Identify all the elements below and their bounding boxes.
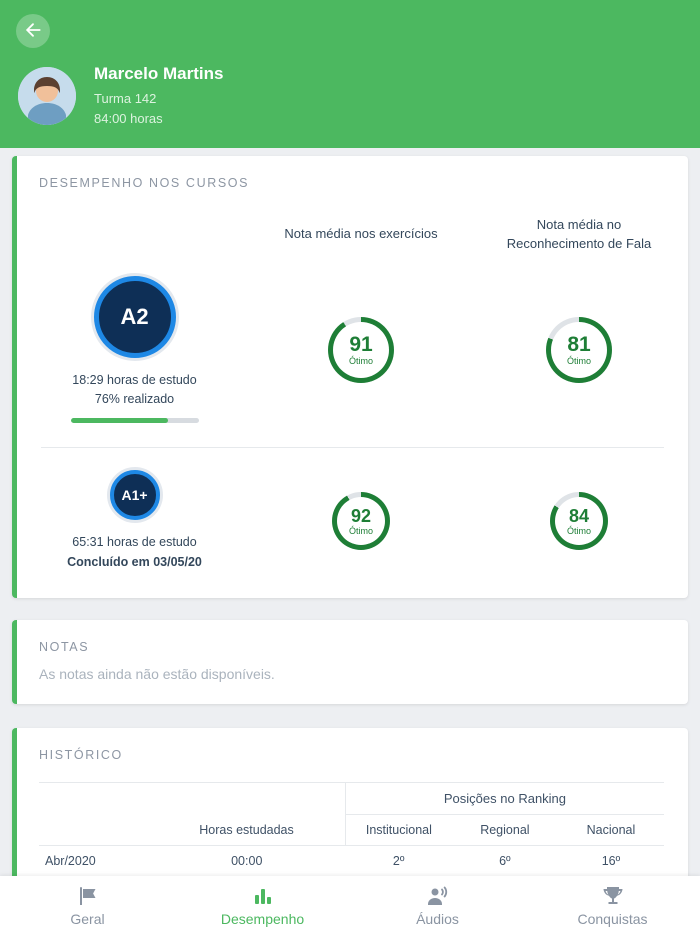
course-row-a2: A2 18:29 horas de estudo 76% realizado 9… bbox=[17, 275, 688, 424]
study-completed-text: Concluído em 03/05/20 bbox=[67, 554, 202, 569]
study-hours: 18:29 horas de estudo bbox=[72, 372, 197, 387]
history-card-title: HISTÓRICO bbox=[39, 748, 123, 763]
profile-text: Marcelo Martins Turma 142 84:00 horas bbox=[94, 64, 223, 128]
nav-item-audios[interactable]: Áudios bbox=[350, 876, 525, 934]
avatar bbox=[18, 67, 76, 125]
speaking-person-icon bbox=[425, 883, 451, 909]
col-header-regional: Regional bbox=[451, 814, 558, 847]
bar-chart-icon bbox=[250, 883, 276, 909]
cell-institutional: 2º bbox=[345, 845, 452, 878]
performance-column-headers: Nota média nos exercícios Nota média no … bbox=[17, 216, 688, 254]
cell-national: 16º bbox=[557, 845, 664, 878]
profile-hours: 84:00 horas bbox=[94, 110, 163, 126]
course-info-a2: A2 18:29 horas de estudo 76% realizado bbox=[17, 275, 252, 424]
table-row: Abr/2020 00:00 2º 6º 16º bbox=[39, 845, 664, 878]
study-info: 18:29 horas de estudo 76% realizado bbox=[72, 371, 196, 410]
cell-hours: 00:00 bbox=[148, 845, 346, 878]
course-level-badge: A1+ bbox=[109, 470, 160, 521]
nav-label: Geral bbox=[70, 911, 105, 927]
course-level-badge: A2 bbox=[93, 275, 176, 358]
nav-item-geral[interactable]: Geral bbox=[0, 876, 175, 934]
profile-class: Turma 142 bbox=[94, 91, 157, 106]
col-header-institutional: Institucional bbox=[344, 814, 452, 847]
table-header-row: Horas estudadas Institucional Regional N… bbox=[39, 814, 664, 847]
nav-item-desempenho[interactable]: Desempenho bbox=[175, 876, 350, 934]
nav-item-conquistas[interactable]: Conquistas bbox=[525, 876, 700, 934]
ranking-group-header: Posições no Ranking bbox=[344, 782, 664, 816]
col-header-hours: Horas estudadas bbox=[148, 814, 346, 847]
nav-label: Conquistas bbox=[577, 911, 648, 927]
gauge-value: 92 bbox=[350, 505, 372, 526]
col-header-exercises: Nota média nos exercícios bbox=[284, 226, 438, 242]
notes-card: NOTAS As notas ainda não estão disponíve… bbox=[12, 620, 688, 705]
profile-name: Marcelo Martins bbox=[94, 64, 224, 83]
gauge-exercises-a1plus: 92 Ótimo bbox=[332, 492, 390, 551]
cell-regional: 6º bbox=[451, 845, 558, 878]
trophy-icon bbox=[600, 883, 626, 909]
table-group-header-row: Posições no Ranking bbox=[39, 782, 664, 816]
gauge-speech-a1plus: 84 Ótimo bbox=[550, 492, 608, 551]
gauge-value: 84 bbox=[568, 505, 590, 526]
flag-icon bbox=[75, 883, 101, 909]
gauge-label: Ótimo bbox=[348, 525, 373, 536]
progress-bar bbox=[70, 418, 199, 424]
gauge-label: Ótimo bbox=[348, 355, 373, 366]
profile-block: Marcelo Martins Turma 142 84:00 horas bbox=[16, 64, 684, 128]
col-header-speech-recognition: Nota média no Reconhecimento de Fala bbox=[506, 217, 652, 251]
back-button[interactable] bbox=[16, 14, 50, 48]
study-hours: 65:31 horas de estudo bbox=[72, 535, 197, 550]
nav-label: Áudios bbox=[416, 911, 459, 927]
nav-label: Desempenho bbox=[220, 911, 305, 927]
bottom-nav: Geral Desempenho Áudios bbox=[0, 876, 700, 934]
notes-empty-message: As notas ainda não estão disponíveis. bbox=[39, 666, 275, 683]
study-progress-text: 76% realizado bbox=[94, 392, 175, 407]
col-header-national: Nacional bbox=[557, 814, 664, 847]
performance-card: DESEMPENHO NOS CURSOS Nota média nos exe… bbox=[12, 156, 688, 599]
gauge-value: 81 bbox=[567, 332, 591, 356]
course-divider bbox=[41, 447, 664, 449]
gauge-speech-a2: 81 Ótimo bbox=[546, 316, 612, 383]
back-arrow-icon bbox=[23, 20, 43, 43]
course-info-a1plus: A1+ 65:31 horas de estudo Concluído em 0… bbox=[17, 470, 252, 572]
gauge-value: 91 bbox=[349, 332, 373, 356]
notes-card-title: NOTAS bbox=[39, 640, 90, 655]
course-row-a1plus: A1+ 65:31 horas de estudo Concluído em 0… bbox=[17, 470, 688, 572]
gauge-label: Ótimo bbox=[566, 525, 591, 536]
gauge-label: Ótimo bbox=[566, 355, 591, 366]
performance-card-title: DESEMPENHO NOS CURSOS bbox=[39, 176, 250, 190]
gauge-exercises-a2: 91 Ótimo bbox=[328, 316, 394, 383]
study-info: 65:31 horas de estudo Concluído em 03/05… bbox=[67, 533, 202, 572]
profile-header: Marcelo Martins Turma 142 84:00 horas bbox=[0, 0, 700, 148]
cell-month: Abr/2020 bbox=[39, 845, 149, 878]
